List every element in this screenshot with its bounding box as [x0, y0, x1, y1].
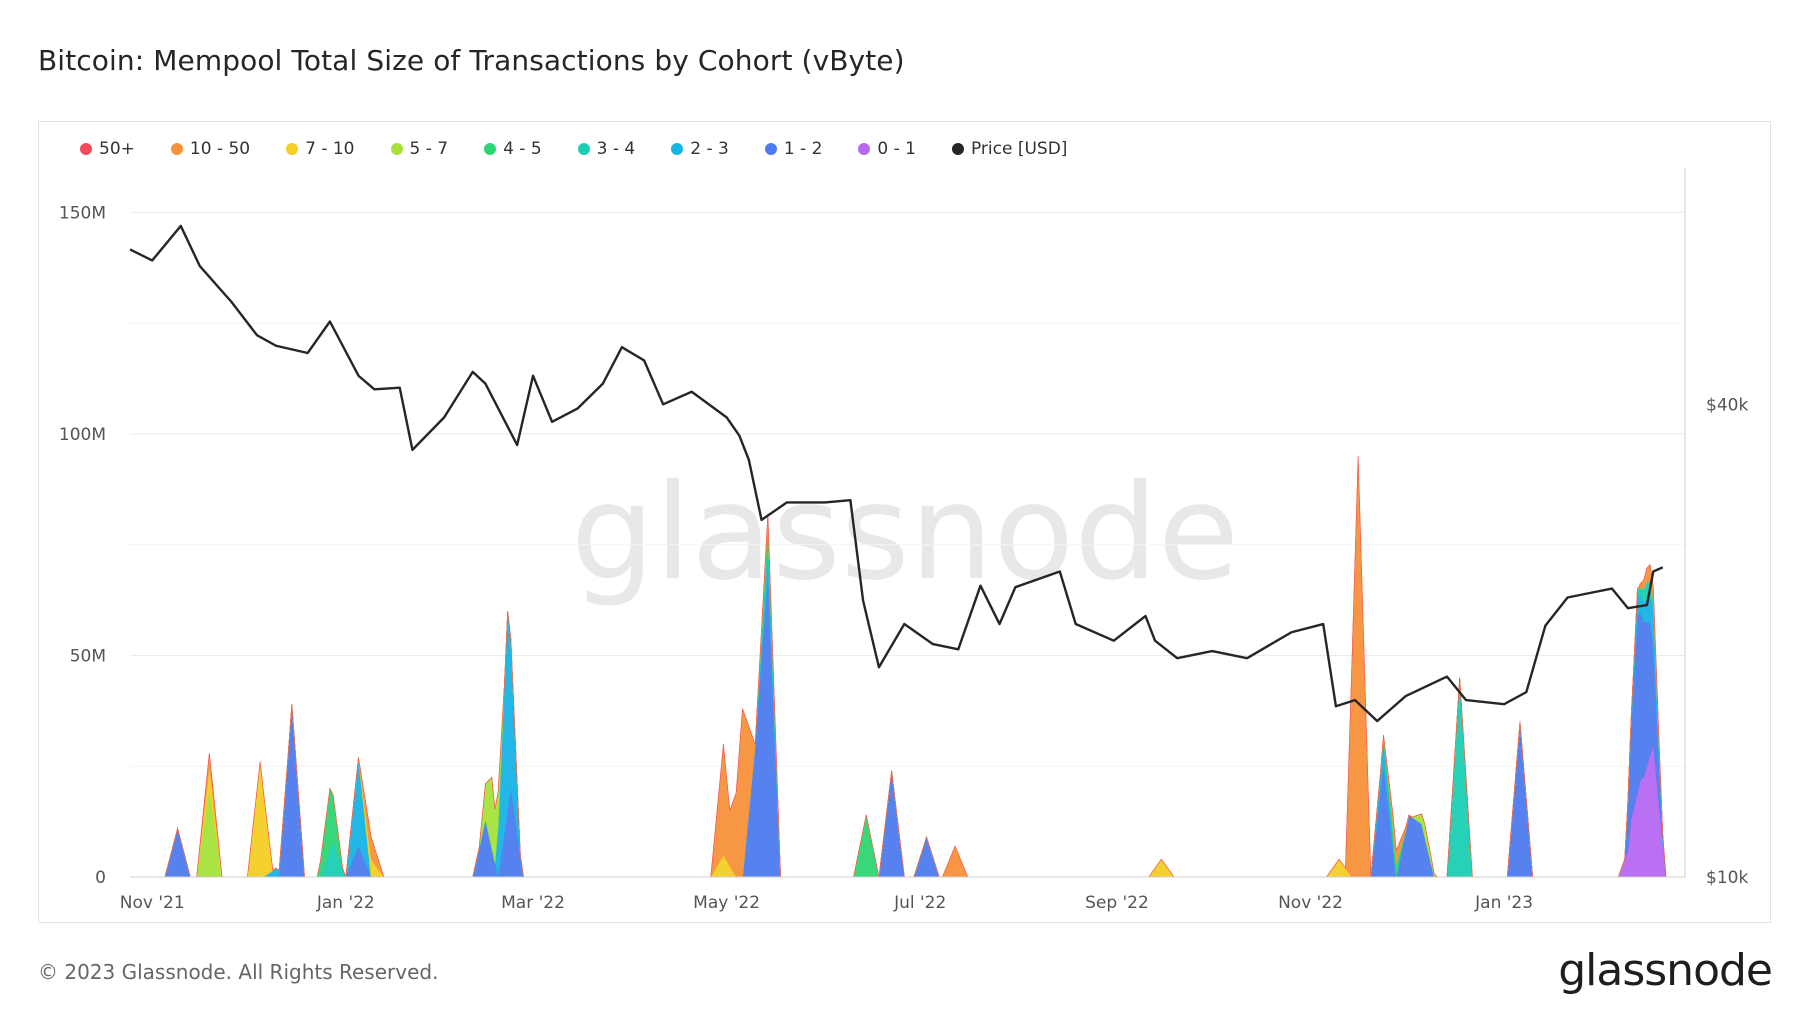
y-right-tick-label: $40k — [1706, 395, 1748, 415]
chart-title: Bitcoin: Mempool Total Size of Transacti… — [38, 44, 905, 77]
x-tick-label: May '22 — [693, 893, 760, 913]
x-tick-label: Jan '22 — [316, 893, 375, 913]
y-left-tick-label: 0 — [95, 868, 106, 888]
legend-label: 5 - 7 — [409, 139, 449, 159]
legend-item[interactable]: 2 - 3 — [671, 139, 729, 159]
legend-label: 0 - 1 — [877, 139, 916, 159]
legend-item[interactable]: 50+ — [80, 139, 135, 159]
legend-label: 2 - 3 — [690, 139, 729, 159]
legend-swatch — [577, 143, 590, 155]
y-left-tick-label: 150M — [59, 203, 106, 223]
legend-label: 1 - 2 — [783, 139, 823, 159]
legend-label: 3 - 4 — [596, 139, 636, 159]
watermark: glassnode — [571, 456, 1239, 610]
legend-swatch — [858, 143, 871, 155]
x-tick-label: Jan '23 — [1474, 893, 1533, 913]
legend-item[interactable]: 10 - 50 — [170, 139, 251, 159]
chart-frame — [38, 121, 1771, 923]
legend-item[interactable]: Price [USD] — [951, 139, 1068, 159]
legend-swatch — [80, 143, 92, 155]
legend-label: 4 - 5 — [503, 139, 542, 159]
price-line — [129, 224, 1664, 723]
legend-item[interactable]: 3 - 4 — [577, 139, 636, 159]
legend-swatch — [484, 143, 497, 155]
price-series — [129, 224, 1664, 723]
chart-legend: 50+ 10 - 50 7 - 10 5 - 7 4 - 5 3 - 4 2 - 3 1 - … — [80, 137, 1103, 161]
glassnode-logo[interactable]: glassnode — [1558, 945, 1773, 996]
legend-label: Price [USD] — [970, 139, 1068, 159]
grid-lines — [130, 211, 1685, 878]
legend-label: 50+ — [99, 139, 135, 159]
x-tick-label: Mar '22 — [501, 893, 565, 913]
legend-label: 7 - 10 — [305, 139, 355, 159]
legend-item[interactable]: 0 - 1 — [858, 139, 916, 159]
x-tick-label: Jul '22 — [893, 893, 946, 913]
legend-item[interactable]: 4 - 5 — [484, 139, 542, 159]
y-right-tick-label: $10k — [1706, 868, 1748, 888]
x-tick-label: Nov '22 — [1278, 893, 1343, 913]
legend-item[interactable]: 1 - 2 — [764, 139, 823, 159]
legend-swatch — [951, 143, 964, 155]
y-left-tick-label: 100M — [59, 425, 106, 445]
legend-item[interactable]: 7 - 10 — [286, 139, 355, 159]
legend-swatch — [286, 143, 299, 155]
copyright-text: © 2023 Glassnode. All Rights Reserved. — [38, 960, 439, 984]
x-tick-label: Sep '22 — [1085, 893, 1149, 913]
legend-label: 10 - 50 — [189, 139, 251, 159]
legend-item[interactable]: 5 - 7 — [390, 139, 449, 159]
legend-swatch — [764, 143, 777, 155]
legend-swatch — [671, 143, 684, 155]
legend-swatch — [390, 143, 403, 155]
y-left-tick-label: 50M — [70, 646, 106, 666]
legend-swatch — [170, 143, 183, 155]
x-tick-label: Nov '21 — [120, 893, 185, 913]
axes: 0 50M 100M 150M $10k $40k Nov '21 Jan '22 Mar '2… — [59, 168, 1748, 913]
